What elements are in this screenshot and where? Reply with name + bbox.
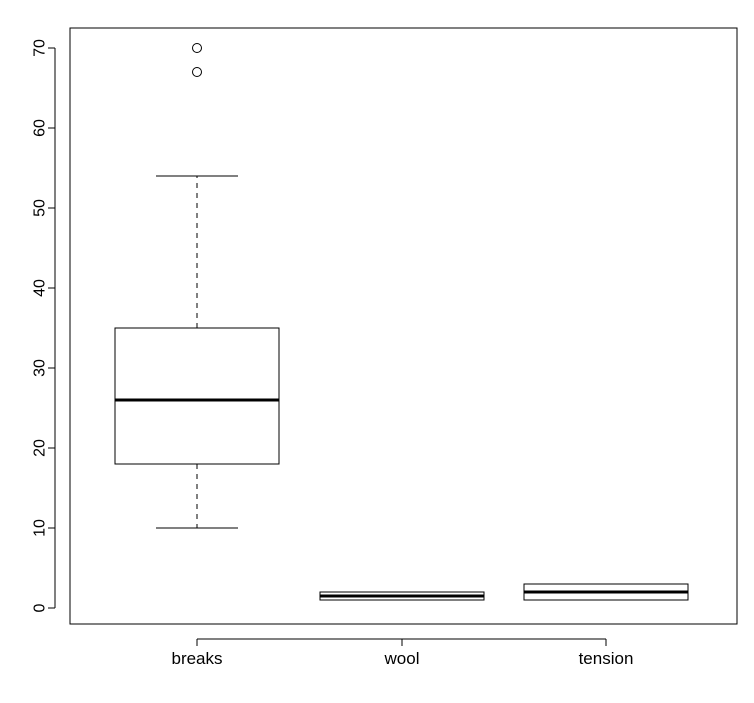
plot-frame — [69, 27, 738, 625]
boxes-group — [114, 43, 689, 601]
box-breaks — [114, 43, 280, 529]
box-wool — [319, 591, 485, 601]
y-tick-label-40: 40 — [32, 279, 49, 297]
x-axis: breaks wool tension — [171, 638, 634, 668]
x-tick-label-wool: wool — [384, 649, 420, 668]
y-axis: 0 10 20 30 40 50 60 70 — [32, 39, 56, 612]
box-rect-breaks — [114, 327, 280, 465]
y-tick-label-0: 0 — [32, 603, 49, 612]
y-tick-label-70: 70 — [32, 39, 49, 57]
x-tick-label-tension: tension — [579, 649, 634, 668]
y-tick-label-60: 60 — [32, 119, 49, 137]
y-tick-label-10: 10 — [32, 519, 49, 537]
x-tick-label-breaks: breaks — [171, 649, 222, 668]
y-tick-label-20: 20 — [32, 439, 49, 457]
outlier-breaks-1 — [192, 43, 202, 53]
outlier-breaks-0 — [192, 67, 202, 77]
box-tension — [523, 583, 689, 601]
y-tick-label-50: 50 — [32, 199, 49, 217]
y-tick-label-30: 30 — [32, 359, 49, 377]
